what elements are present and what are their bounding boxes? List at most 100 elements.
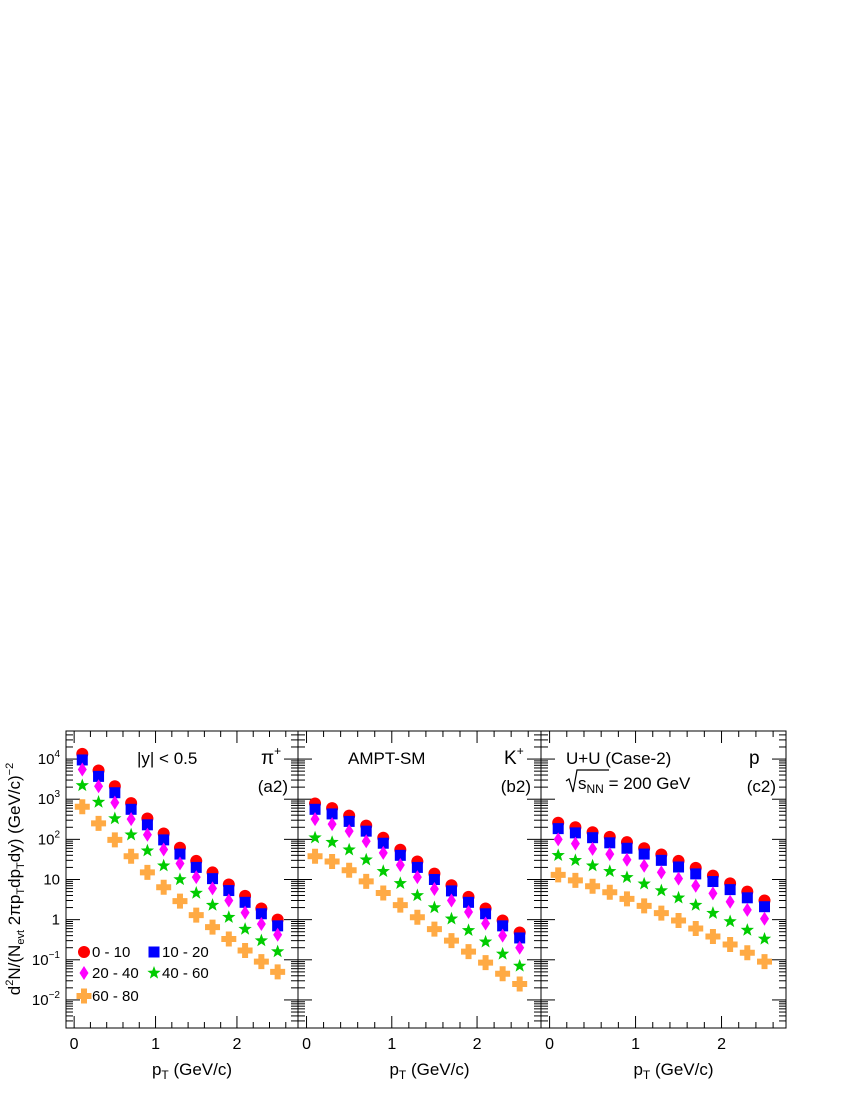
data-point (239, 896, 251, 908)
data-point (76, 754, 88, 766)
data-point (108, 811, 122, 825)
series-star (75, 778, 285, 958)
data-point (157, 858, 171, 872)
data-point (172, 893, 188, 909)
data-point (481, 916, 491, 931)
model-label: AMPT-SM (348, 749, 425, 768)
rapidity-cut-label: |y| < 0.5 (137, 749, 197, 768)
data-point (621, 842, 633, 854)
data-point (429, 881, 439, 896)
data-point (376, 864, 390, 877)
legend-item: 10 - 20 (148, 944, 209, 961)
legend-item: 0 - 10 (78, 944, 130, 961)
data-point (123, 848, 139, 864)
data-point (360, 825, 372, 837)
data-point (375, 885, 391, 901)
data-point (741, 892, 753, 904)
data-point (75, 778, 89, 792)
data-point (326, 808, 338, 820)
data-point (480, 908, 492, 920)
data-point (426, 921, 442, 937)
data-point (478, 934, 493, 948)
system-label: U+U (Case-2) (566, 749, 671, 768)
data-point (604, 837, 616, 849)
data-point (141, 819, 153, 831)
data-point (309, 803, 321, 815)
x-tick-label: 1 (631, 1036, 640, 1053)
panel-1: 0 1 2pT (GeV/c) π+ (a2) (65, 730, 299, 1082)
data-point (674, 871, 684, 886)
legend: 0 - 10 10 - 20 20 - 40 40 - 60 60 - 80 (76, 944, 209, 1005)
x-tick-label: 0 (545, 1036, 554, 1053)
particle-label: p (749, 748, 760, 769)
data-point (395, 857, 405, 872)
legend-label: 60 - 80 (92, 988, 139, 1005)
data-point (91, 795, 106, 808)
data-point (653, 905, 669, 921)
data-point (690, 868, 702, 880)
series-cross (74, 799, 286, 980)
legend-label: 0 - 10 (92, 944, 130, 961)
data-point (411, 861, 423, 873)
x-tick-label: 2 (232, 1036, 241, 1053)
data-point (552, 823, 564, 835)
data-point (156, 879, 172, 895)
data-point (191, 870, 201, 885)
series-diamond (77, 762, 283, 942)
data-point (759, 901, 771, 913)
data-point (222, 910, 236, 923)
data-point (740, 923, 754, 936)
legend-label: 40 - 60 (162, 965, 209, 982)
x-tick-label: 0 (70, 1036, 79, 1053)
data-point (107, 832, 123, 848)
data-point (327, 817, 337, 832)
data-point (656, 865, 666, 880)
data-point (254, 933, 269, 947)
x-axis-label: pT (GeV/c) (389, 1060, 469, 1082)
data-point (446, 893, 456, 908)
legend-marker (79, 966, 89, 980)
data-point (378, 845, 388, 860)
data-point (495, 966, 511, 982)
data-point (605, 847, 615, 862)
legend-marker (78, 946, 90, 958)
data-point (325, 835, 339, 848)
data-point (188, 907, 204, 923)
data-point (427, 900, 442, 914)
data-point (205, 919, 221, 935)
data-point (705, 929, 721, 945)
data-point (444, 911, 459, 925)
particle-label: π+ (261, 744, 281, 769)
data-point (688, 921, 704, 937)
data-point (240, 905, 250, 920)
data-point (253, 954, 269, 970)
data-point (74, 799, 90, 815)
series-cross (550, 867, 773, 970)
series-star (551, 848, 772, 945)
data-point (412, 870, 422, 885)
data-point (310, 812, 320, 827)
legend-item: 20 - 40 (79, 965, 139, 982)
data-point (567, 872, 583, 888)
data-point (256, 916, 266, 931)
data-point (307, 848, 323, 864)
data-point (638, 848, 650, 860)
y-tick-label: 10 (43, 872, 60, 889)
energy-label: sNN = 200 GeV (578, 774, 691, 796)
y-tick-label: 102 (38, 829, 61, 848)
data-point (568, 853, 583, 867)
data-point (550, 867, 566, 883)
data-point (707, 876, 719, 888)
data-point (639, 858, 649, 873)
data-point (757, 954, 773, 970)
legend-label: 20 - 40 (92, 965, 139, 982)
data-point (343, 815, 355, 827)
data-point (445, 885, 457, 897)
data-point (723, 914, 737, 928)
panel-2: 0 1 2pT (GeV/c) K+ (b2) (297, 730, 542, 1082)
data-point (224, 893, 234, 908)
data-point (358, 873, 374, 889)
data-point (461, 923, 476, 937)
data-point (428, 874, 440, 885)
